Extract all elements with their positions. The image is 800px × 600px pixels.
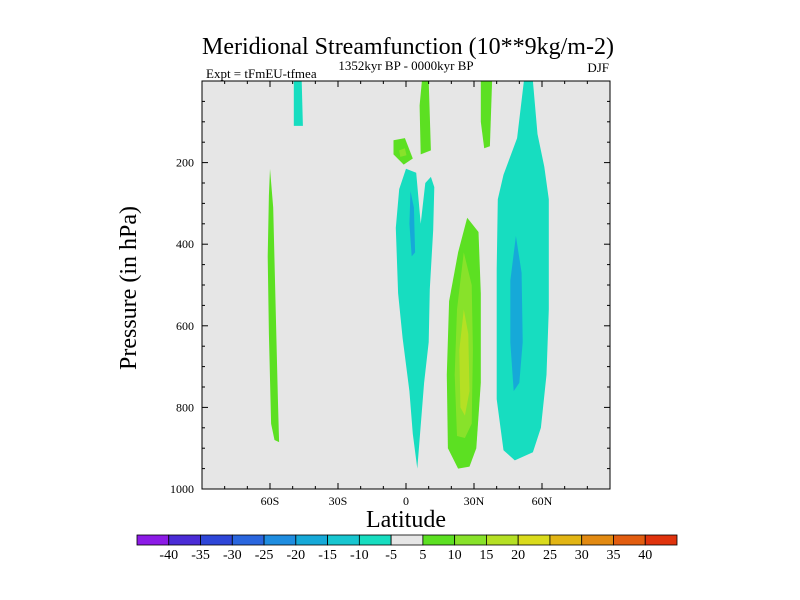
colorbar-swatch <box>295 534 328 546</box>
chart-title: Meridional Streamfunction (10**9kg/m-2) <box>202 34 614 60</box>
colorbar-swatch <box>454 534 487 546</box>
colorbar-label: 40 <box>638 548 652 563</box>
colorbar-swatch <box>327 534 360 546</box>
colorbar-label: -15 <box>318 548 337 563</box>
x-tick-label: 60N <box>532 494 553 508</box>
contour-green-column-eq <box>419 81 431 155</box>
y-tick-label: 400 <box>176 237 194 251</box>
colorbar-label: 20 <box>511 548 525 563</box>
contour-cyan-eq <box>395 168 435 469</box>
colorbar-label: -30 <box>223 548 242 563</box>
colorbar-swatch <box>644 534 678 546</box>
right-string: DJF <box>587 60 609 75</box>
y-tick-label: 600 <box>176 319 194 333</box>
x-tick-label: 0 <box>403 494 409 508</box>
colorbar-label: 25 <box>543 548 557 563</box>
contour-cyan-60N-inner <box>510 236 523 392</box>
y-axis-label: Pressure (in hPa) <box>116 206 142 370</box>
colorbar-swatch <box>168 534 201 546</box>
colorbar-swatch <box>517 534 551 546</box>
y-tick-label: 800 <box>176 400 194 414</box>
colorbar-label: -10 <box>350 548 369 563</box>
colorbar-label: 15 <box>479 548 493 563</box>
x-axis-label: Latitude <box>366 507 446 533</box>
center-string: 1352kyr BP - 0000kyr BP <box>338 58 473 73</box>
y-axis-ticks: 200 400 600 800 1000 <box>170 80 610 496</box>
colorbar-label: -20 <box>286 548 305 563</box>
colorbar-swatch <box>549 534 583 546</box>
colorbar-swatch <box>200 534 233 546</box>
contour-cyan-eq-inner <box>409 191 416 257</box>
colorbar-swatch <box>263 534 297 546</box>
contour-cyan-60N-outer <box>496 81 549 461</box>
contour-green-column-40N <box>480 81 493 149</box>
colorbar: -40 -35 -30 -25 -20 -15 -10 -5 5 10 15 20 25 30 35 40 <box>136 534 678 563</box>
colorbar-swatch <box>581 534 614 546</box>
colorbar-label: -35 <box>191 548 210 563</box>
colorbar-swatch <box>231 534 265 546</box>
colorbar-label: -40 <box>159 548 178 563</box>
left-string: Expt = tFmEU-tfmea <box>206 66 317 81</box>
colorbar-swatch <box>136 534 170 546</box>
colorbar-label: -25 <box>255 548 274 563</box>
contour-fills <box>267 81 549 469</box>
y-tick-label: 1000 <box>170 482 194 496</box>
x-tick-label: 60S <box>261 494 280 508</box>
colorbar-label: -5 <box>385 548 397 563</box>
colorbar-swatch <box>613 534 646 546</box>
colorbar-label: 30 <box>575 548 589 563</box>
x-tick-label: 30N <box>464 494 485 508</box>
colorbar-label: 10 <box>448 548 462 563</box>
contour-green-blob-eq-inner <box>399 148 407 157</box>
colorbar-swatch <box>358 534 392 546</box>
colorbar-swatch <box>486 534 519 546</box>
colorbar-label: 35 <box>606 548 620 563</box>
contour-green-30N-inner <box>459 309 470 416</box>
x-tick-label: 30S <box>329 494 348 508</box>
colorbar-swatch <box>422 534 456 546</box>
colorbar-swatch <box>390 534 424 546</box>
contour-green-column-65S <box>267 168 280 443</box>
contour-jet-tip-30S <box>293 81 303 126</box>
colorbar-label: 5 <box>419 548 426 563</box>
x-axis-ticks: 60S 30S 0 30N 60N <box>201 81 611 508</box>
y-tick-label: 200 <box>176 156 194 170</box>
